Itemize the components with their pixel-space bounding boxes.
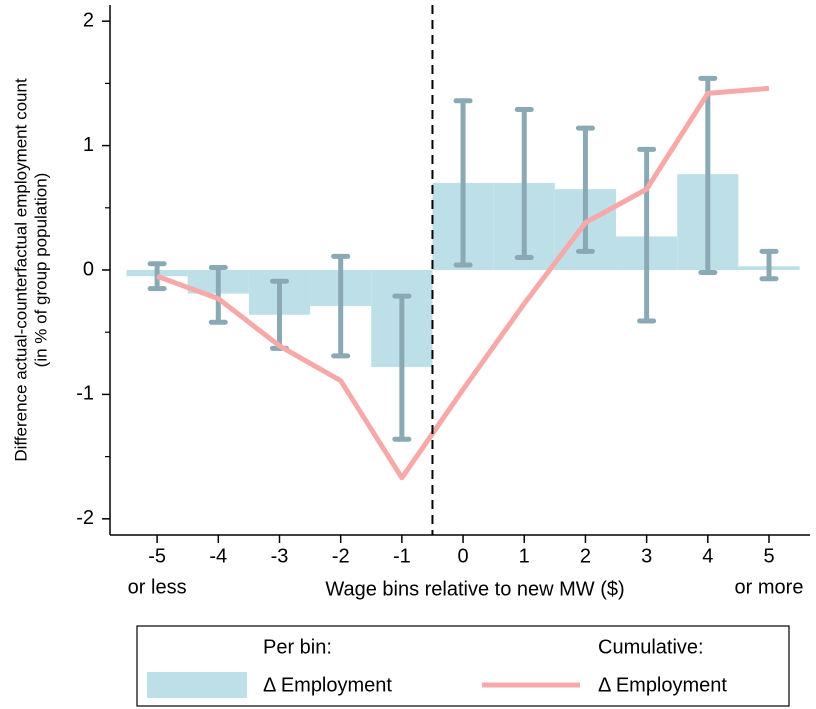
error-bar xyxy=(698,75,718,275)
legend-label: Δ Employment xyxy=(263,674,392,696)
x-tick-label: 5 xyxy=(763,545,774,567)
y-axis-title: Difference actual-counterfactual employm… xyxy=(11,78,30,462)
x-axis-title: Wage bins relative to new MW ($) xyxy=(325,578,624,600)
x-tick-sublabel: or less xyxy=(128,576,187,598)
y-tick-label: -1 xyxy=(76,383,94,405)
y-axis-title: (in % of group population) xyxy=(31,173,50,368)
y-tick-label: -2 xyxy=(76,507,94,529)
error-bar xyxy=(392,293,412,442)
legend-swatch xyxy=(147,672,247,698)
x-tick-label: 1 xyxy=(519,545,530,567)
x-tick-label: 2 xyxy=(580,545,591,567)
legend-header: Cumulative: xyxy=(598,636,704,658)
y-tick-label: 2 xyxy=(83,9,94,31)
x-tick-label: -4 xyxy=(209,545,227,567)
y-tick-label: 0 xyxy=(83,258,94,280)
error-bar xyxy=(575,125,595,254)
error-bar xyxy=(453,98,473,268)
x-tick-sublabel: or more xyxy=(735,576,804,598)
y-tick-label: 1 xyxy=(83,134,94,156)
error-bar xyxy=(331,253,351,359)
x-tick-label: -5 xyxy=(148,545,166,567)
error-bar xyxy=(514,107,534,261)
x-tick-label: 4 xyxy=(702,545,713,567)
error-bar xyxy=(637,146,657,324)
x-tick-label: -3 xyxy=(271,545,289,567)
x-tick-label: -2 xyxy=(332,545,350,567)
cumulative-line xyxy=(156,85,770,481)
legend-box xyxy=(136,625,790,707)
x-tick-label: 0 xyxy=(457,545,468,567)
x-tick-label: 3 xyxy=(641,545,652,567)
x-tick-label: -1 xyxy=(393,545,411,567)
error-bar xyxy=(759,248,779,282)
legend-label: Δ Employment xyxy=(598,674,727,696)
legend-header: Per bin: xyxy=(263,636,332,658)
error-bar xyxy=(208,265,228,325)
